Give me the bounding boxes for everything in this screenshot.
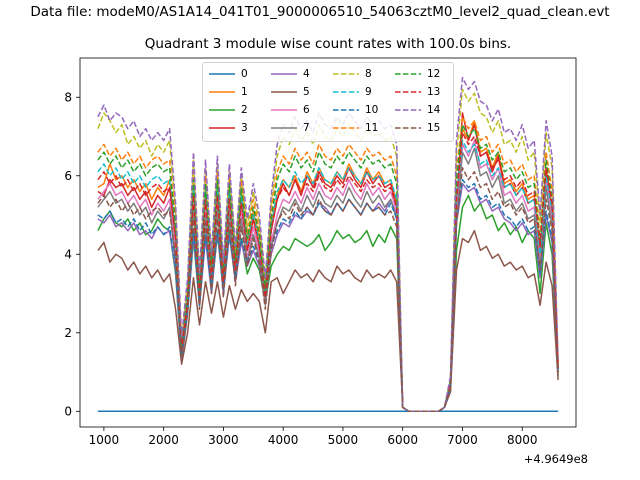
axes-layer: 1000 2000 3000 4000 5000 6000 7000 8000 0 2 4 6 8 (64, 57, 577, 447)
legend-item-14: 14 (395, 103, 440, 117)
legend-item-15: 15 (395, 121, 440, 135)
series-line-7 (97, 147, 559, 413)
series-line-6 (97, 139, 559, 413)
legend-swatch (271, 109, 297, 111)
legend-item-1: 1 (209, 85, 248, 99)
x-tick-label: 5000 (328, 433, 359, 447)
legend-label: 4 (303, 68, 310, 80)
legend-item-12: 12 (395, 67, 440, 81)
legend-label: 3 (241, 122, 248, 134)
legend-label: 1 (241, 86, 248, 98)
legend-label: 8 (365, 68, 372, 80)
legend-swatch (333, 73, 359, 75)
legend-item-5: 5 (271, 85, 310, 99)
legend-item-3: 3 (209, 121, 248, 135)
legend-label: 9 (365, 86, 372, 98)
legend-swatch (209, 73, 235, 75)
legend-item-11: 11 (333, 121, 378, 135)
legend-item-13: 13 (395, 85, 440, 99)
legend-swatch (271, 73, 297, 75)
plot-frame (79, 57, 577, 428)
series-line-10 (97, 178, 559, 413)
series-line-9 (97, 139, 559, 413)
legend-swatch (209, 91, 235, 93)
legend-swatch (395, 73, 421, 75)
y-tick-label: 6 (64, 169, 72, 183)
series-line-14 (97, 76, 559, 413)
legend-swatch (395, 109, 421, 111)
legend-item-6: 6 (271, 103, 310, 117)
series-line-5 (97, 229, 559, 413)
legend-swatch (395, 91, 421, 93)
legend-item-8: 8 (333, 67, 372, 81)
legend-swatch (395, 127, 421, 129)
series-line-11 (97, 116, 559, 413)
legend-label: 14 (427, 104, 441, 116)
y-tick-label: 4 (64, 247, 72, 261)
legend-label: 6 (303, 104, 310, 116)
legend-item-10: 10 (333, 103, 378, 117)
x-tick-label: 4000 (268, 433, 299, 447)
x-tick-label: 6000 (387, 433, 418, 447)
legend-swatch (209, 127, 235, 129)
legend: 0 1 2 3 4 5 6 7 8 9 10 11 12 13 14 15 (202, 62, 454, 142)
legend-label: 11 (365, 122, 379, 134)
series-line-1 (97, 120, 559, 413)
legend-swatch (333, 109, 359, 111)
legend-item-0: 0 (209, 67, 248, 81)
legend-swatch (333, 127, 359, 129)
legend-label: 13 (427, 86, 441, 98)
y-tick-label: 2 (64, 326, 72, 340)
legend-swatch (333, 91, 359, 93)
legend-label: 2 (241, 104, 248, 116)
legend-label: 12 (427, 68, 441, 80)
legend-label: 15 (427, 122, 441, 134)
y-tick-label: 0 (64, 404, 72, 418)
chart-title: Quadrant 3 module wise count rates with … (144, 36, 512, 52)
legend-item-9: 9 (333, 85, 372, 99)
series-line-12 (97, 123, 559, 413)
legend-swatch (271, 91, 297, 93)
legend-label: 7 (303, 122, 310, 134)
series-layer (97, 76, 559, 413)
series-line-13 (97, 131, 559, 413)
legend-item-7: 7 (271, 121, 310, 135)
series-line-15 (97, 167, 559, 413)
legend-label: 0 (241, 68, 248, 80)
x-tick-label: 3000 (208, 433, 239, 447)
y-tick-label: 8 (64, 90, 72, 104)
legend-swatch (271, 127, 297, 129)
legend-swatch (209, 109, 235, 111)
x-offset-label: +4.9649e8 (523, 452, 588, 466)
x-tick-label: 7000 (447, 433, 478, 447)
figure-suptitle: Data file: modeM0/AS1A14_041T01_90000065… (30, 4, 610, 20)
legend-label: 10 (365, 104, 379, 116)
legend-item-2: 2 (209, 103, 248, 117)
x-tick-label: 1000 (89, 433, 120, 447)
x-tick-label: 2000 (148, 433, 179, 447)
x-tick-label: 8000 (507, 433, 538, 447)
series-line-2 (97, 194, 559, 413)
legend-label: 5 (303, 86, 310, 98)
legend-item-4: 4 (271, 67, 310, 81)
